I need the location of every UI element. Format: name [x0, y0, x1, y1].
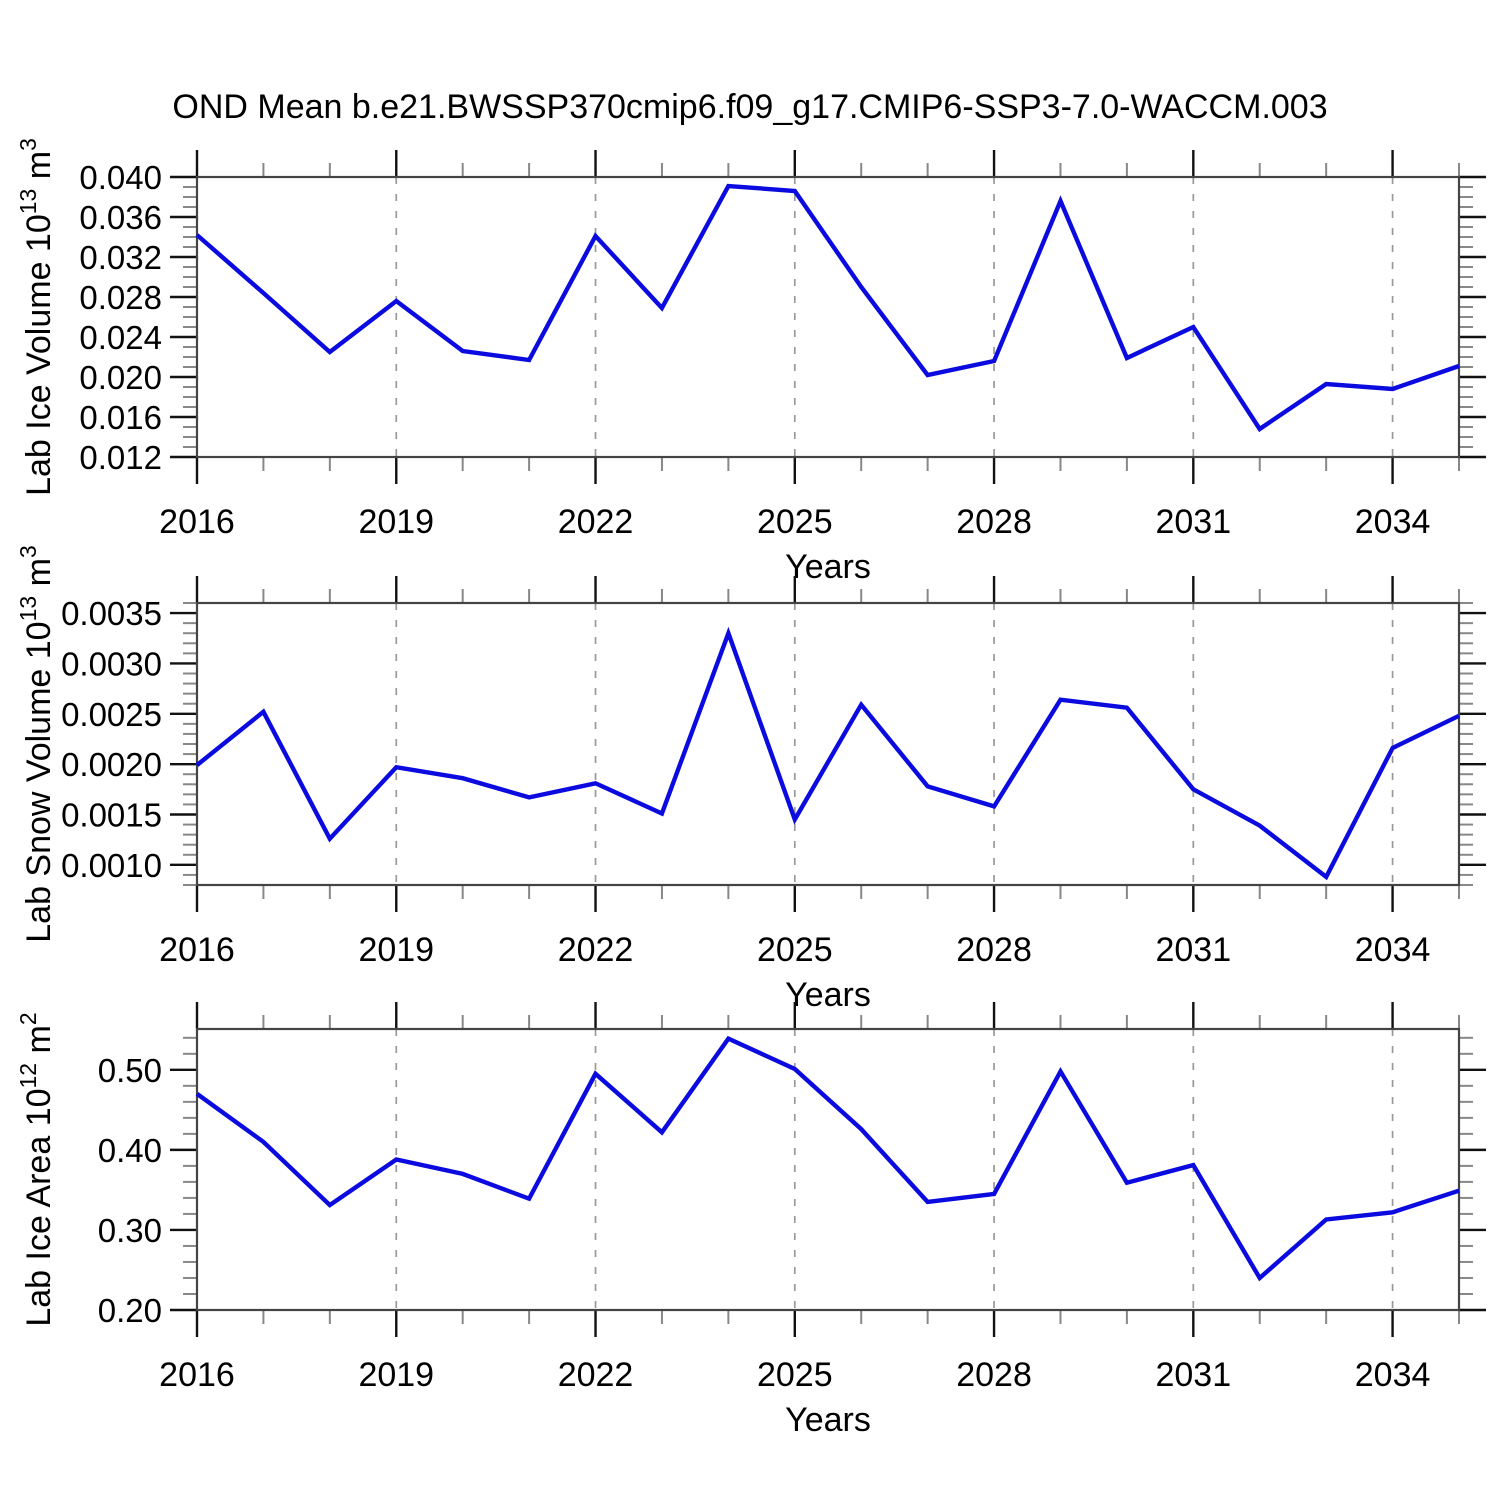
y-tick-label: 0.0030: [61, 645, 162, 682]
x-tick-label: 2016: [159, 503, 235, 541]
y-axis-label: Lab Snow Volume 1013 m3: [15, 545, 58, 943]
y-tick-label: 0.028: [79, 279, 162, 316]
panel-lab-ice-area: 0.20 0.30 0.40 0.50 2016 2019 2022 2025 2028 2031…: [15, 1002, 1486, 1439]
y-tick-label: 0.50: [98, 1052, 162, 1089]
panel-border: [195, 1027, 1461, 1312]
x-tick-label: 2025: [757, 931, 833, 969]
x-tick-label: 2028: [956, 1356, 1032, 1394]
data-line-lab-ice-area: [195, 1035, 1460, 1282]
y-tick-label: 0.032: [79, 239, 162, 276]
x-tick-label: 2022: [558, 503, 634, 541]
x-tick-label: 2016: [159, 931, 235, 969]
x-tick-label: 2019: [358, 1356, 434, 1394]
panel-border: [195, 175, 1461, 459]
x-tick-label: 2022: [558, 931, 634, 969]
y-tick-label: 0.0020: [61, 746, 162, 783]
x-tick-label: 2034: [1355, 931, 1431, 969]
y-tick-label: 0.0035: [61, 595, 162, 632]
panel-lab-ice-volume: 0.0120.0160.0200.0240.0280.0320.0360.040…: [15, 138, 1486, 586]
panel-border: [195, 601, 1461, 887]
x-tick-label: 2028: [956, 931, 1032, 969]
data-line-lab-snow-volume: [195, 626, 1460, 881]
x-tick-label: 2022: [558, 1356, 634, 1394]
y-axis-label: Lab Ice Area 1012 m2: [15, 1012, 58, 1326]
x-axis-label: Years: [785, 976, 871, 1014]
y-axis-label: Lab Ice Volume 1013 m3: [15, 138, 58, 496]
x-tick-label: 2025: [757, 503, 833, 541]
x-tick-label: 2031: [1155, 503, 1231, 541]
y-tick-label: 0.40: [98, 1132, 162, 1169]
y-tick-label: 0.040: [79, 159, 162, 196]
x-axis-label: Years: [785, 548, 871, 586]
chart-title: OND Mean b.e21.BWSSP370cmip6.f09_g17.CMI…: [172, 88, 1328, 126]
y-tick-label: 0.036: [79, 199, 162, 236]
y-tick-label: 0.012: [79, 439, 162, 476]
x-axis-label: Years: [785, 1401, 871, 1439]
x-tick-label: 2028: [956, 503, 1032, 541]
x-tick-label: 2031: [1155, 1356, 1231, 1394]
x-tick-label: 2019: [358, 503, 434, 541]
x-tick-label: 2025: [757, 1356, 833, 1394]
y-tick-label: 0.20: [98, 1292, 162, 1329]
y-tick-label: 0.024: [79, 319, 162, 356]
data-line-lab-ice-volume: [195, 183, 1460, 433]
y-tick-label: 0.30: [98, 1212, 162, 1249]
y-tick-label: 0.020: [79, 359, 162, 396]
x-tick-label: 2034: [1355, 1356, 1431, 1394]
x-tick-label: 2034: [1355, 503, 1431, 541]
y-tick-label: 0.0015: [61, 797, 162, 834]
x-tick-label: 2016: [159, 1356, 235, 1394]
y-tick-label: 0.0025: [61, 696, 162, 733]
x-tick-label: 2031: [1155, 931, 1231, 969]
x-tick-label: 2019: [358, 931, 434, 969]
y-tick-label: 0.0010: [61, 847, 162, 884]
panel-lab-snow-volume: 0.0010 0.0015 0.0020 0.0025 0.0030 0.0035 2016…: [15, 545, 1486, 1014]
y-tick-label: 0.016: [79, 399, 162, 436]
